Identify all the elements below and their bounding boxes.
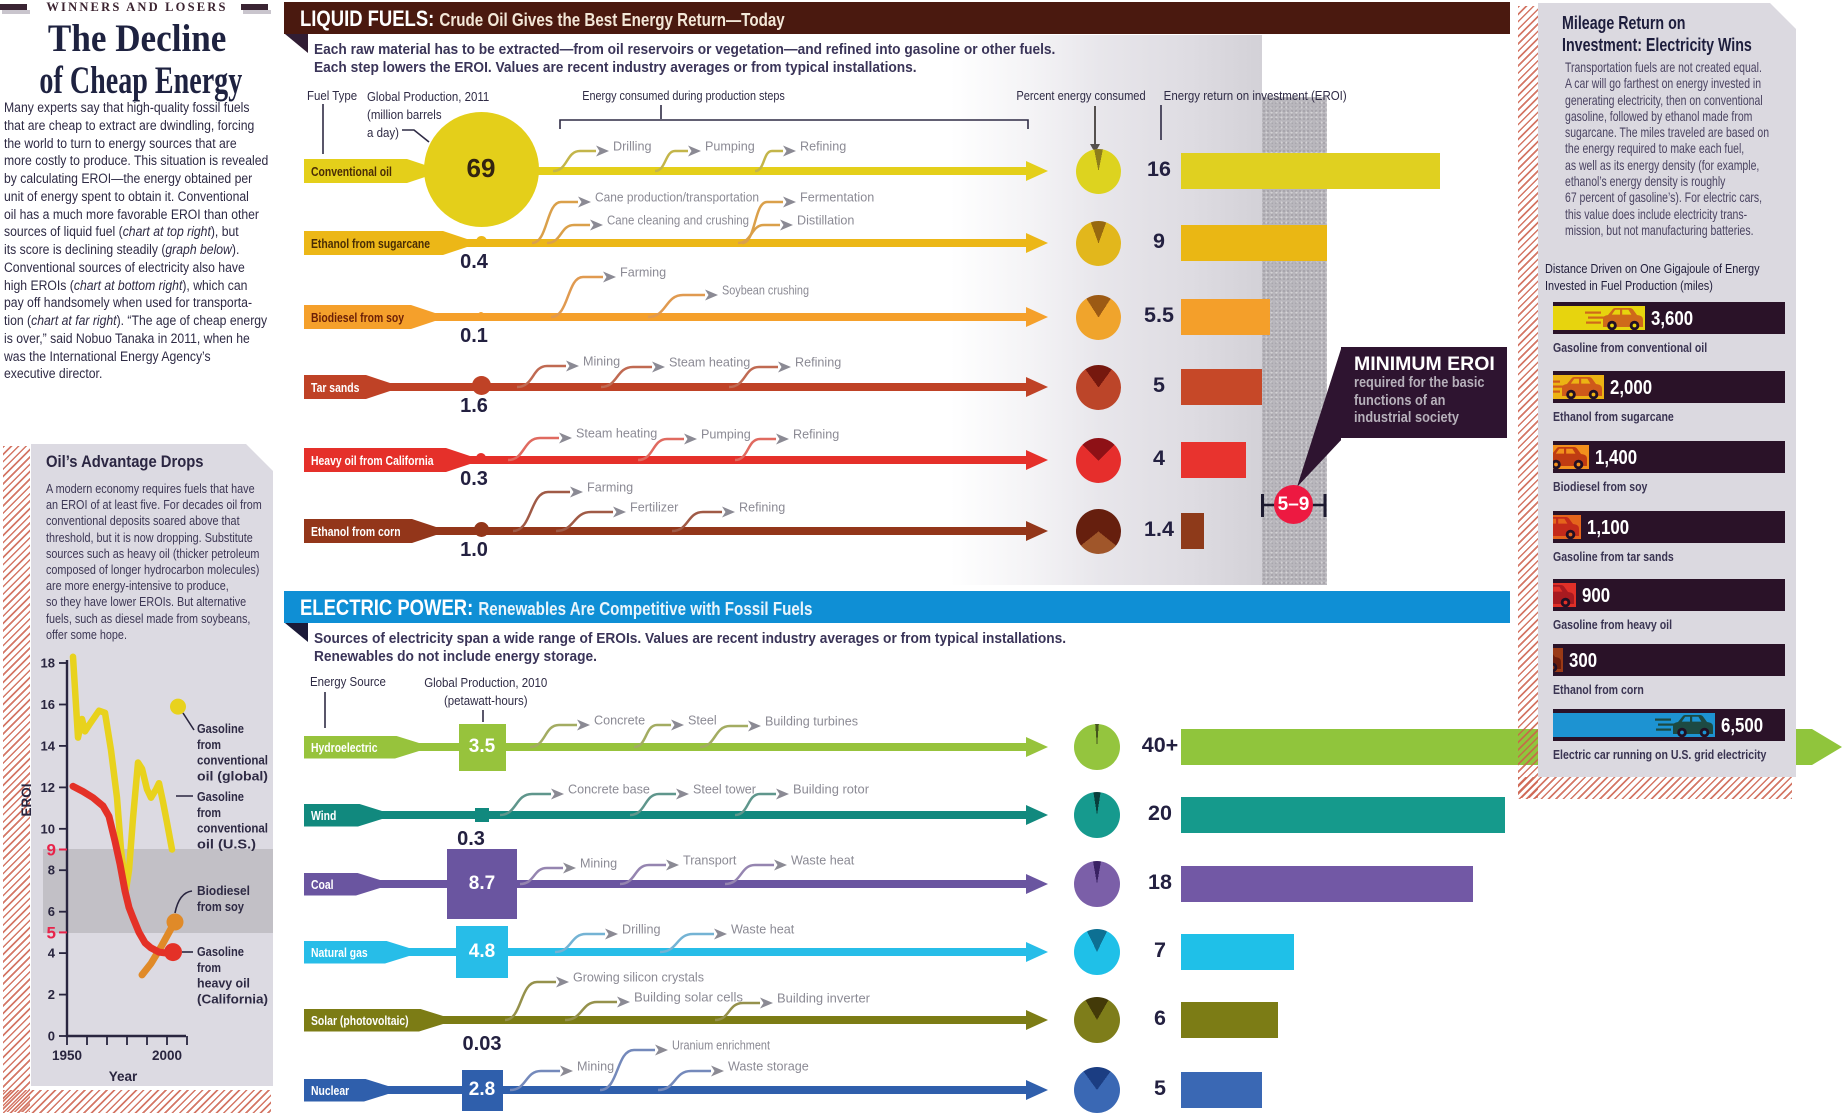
svg-text:Biodiesel: Biodiesel <box>197 883 250 898</box>
svg-text:18: 18 <box>41 656 55 671</box>
svg-text:Fermentation: Fermentation <box>800 191 874 205</box>
svg-text:Refining: Refining <box>795 356 841 370</box>
svg-text:5: 5 <box>47 923 56 942</box>
svg-text:Drilling: Drilling <box>613 140 652 154</box>
svg-text:Fertilizer: Fertilizer <box>630 501 678 515</box>
svg-text:Building turbines: Building turbines <box>765 715 858 729</box>
svg-text:from: from <box>197 960 221 975</box>
svg-text:1950: 1950 <box>52 1048 82 1063</box>
svg-text:EROI: EROI <box>19 783 34 816</box>
svg-text:Growing silicon crystals: Growing silicon crystals <box>573 971 704 985</box>
svg-text:Transport: Transport <box>683 854 737 868</box>
svg-text:Drilling: Drilling <box>622 923 661 937</box>
svg-text:10: 10 <box>41 821 55 836</box>
svg-text:Gasoline: Gasoline <box>197 944 244 959</box>
svg-text:Refining: Refining <box>800 140 846 154</box>
svg-text:(California): (California) <box>197 991 268 1006</box>
svg-text:Steam heating: Steam heating <box>576 427 657 441</box>
svg-text:heavy oil: heavy oil <box>197 976 250 991</box>
svg-text:Distillation: Distillation <box>797 214 854 228</box>
svg-text:conventional: conventional <box>197 753 268 768</box>
svg-text:16: 16 <box>41 697 55 712</box>
svg-text:Building inverter: Building inverter <box>777 992 870 1006</box>
svg-text:Building rotor: Building rotor <box>793 783 869 797</box>
svg-text:conventional: conventional <box>197 821 268 836</box>
svg-text:8: 8 <box>48 863 55 878</box>
svg-text:6: 6 <box>48 904 55 919</box>
svg-text:Pumping: Pumping <box>705 140 755 154</box>
svg-text:Waste heat: Waste heat <box>731 923 795 937</box>
svg-text:Mining: Mining <box>577 1060 614 1074</box>
svg-text:Cane cleaning and crushing: Cane cleaning and crushing <box>607 214 749 228</box>
svg-text:2000: 2000 <box>152 1048 182 1063</box>
svg-text:Soybean crushing: Soybean crushing <box>722 284 809 298</box>
svg-text:Waste heat: Waste heat <box>791 854 855 868</box>
svg-text:Refining: Refining <box>739 501 785 515</box>
svg-text:from: from <box>197 737 221 752</box>
svg-text:0: 0 <box>48 1029 55 1044</box>
svg-text:Refining: Refining <box>793 428 839 442</box>
svg-text:Steel: Steel <box>688 714 717 728</box>
svg-text:Gasoline: Gasoline <box>197 721 244 736</box>
svg-text:Concrete base: Concrete base <box>568 783 650 797</box>
svg-text:12: 12 <box>41 780 55 795</box>
svg-text:Farming: Farming <box>620 266 666 280</box>
svg-text:14: 14 <box>41 738 56 753</box>
svg-text:Mining: Mining <box>580 857 617 871</box>
svg-text:2: 2 <box>48 987 55 1002</box>
svg-text:Mining: Mining <box>583 355 620 369</box>
svg-text:Steam heating: Steam heating <box>669 356 750 370</box>
svg-text:oil (U.S.): oil (U.S.) <box>197 836 256 851</box>
svg-text:Concrete: Concrete <box>594 714 645 728</box>
svg-text:oil (global): oil (global) <box>197 768 268 783</box>
svg-text:9: 9 <box>47 841 56 860</box>
svg-text:Waste storage: Waste storage <box>728 1060 809 1074</box>
svg-text:from: from <box>197 805 221 820</box>
svg-text:Pumping: Pumping <box>701 428 751 442</box>
svg-text:Building solar cells: Building solar cells <box>634 991 743 1005</box>
svg-text:from soy: from soy <box>197 899 245 914</box>
svg-text:Gasoline: Gasoline <box>197 789 244 804</box>
svg-text:Steel tower: Steel tower <box>693 783 756 797</box>
svg-text:Farming: Farming <box>587 481 633 495</box>
svg-text:4: 4 <box>48 946 56 961</box>
svg-text:Year: Year <box>109 1069 138 1084</box>
svg-text:Cane production/transportation: Cane production/transportation <box>595 191 759 205</box>
svg-text:Uranium enrichment: Uranium enrichment <box>672 1039 770 1053</box>
